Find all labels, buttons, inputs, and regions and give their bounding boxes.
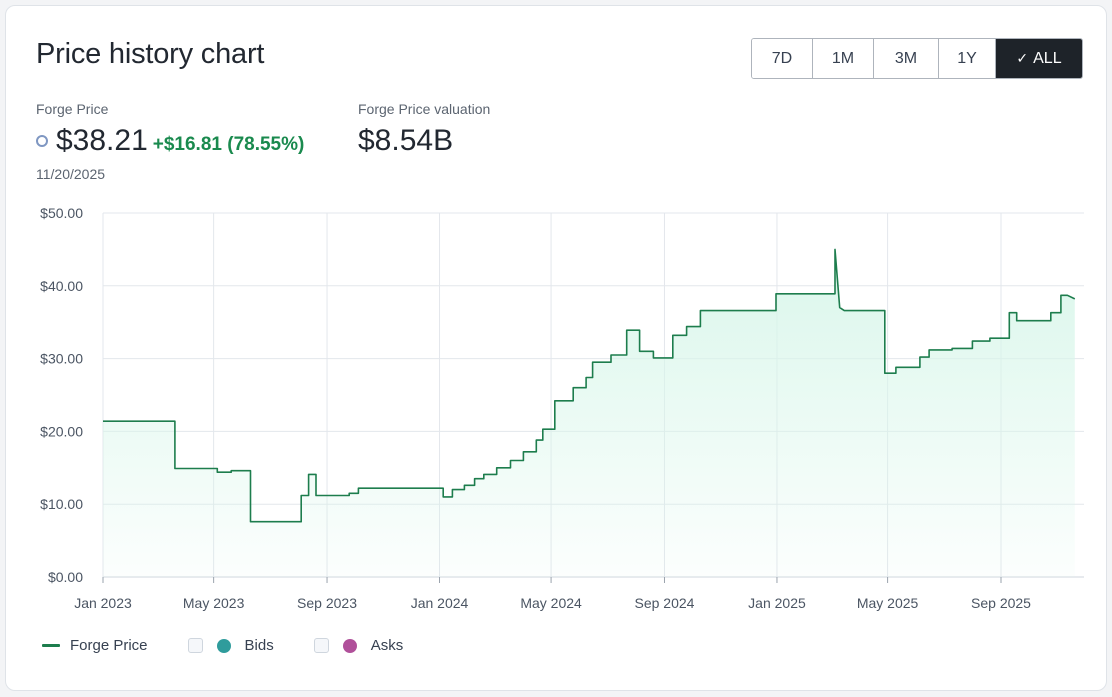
y-tick-label: $0.00 — [48, 569, 83, 585]
x-tick-label: Sep 2024 — [635, 595, 695, 611]
range-all-button[interactable]: ✓ ALL — [996, 39, 1082, 78]
price-marker-icon — [36, 135, 48, 147]
range-all-label: ALL — [1033, 50, 1062, 67]
range-1y-button[interactable]: 1Y — [939, 39, 996, 78]
x-tick-label: May 2023 — [183, 595, 245, 611]
check-icon: ✓ — [1016, 50, 1029, 66]
price-date: 11/20/2025 — [36, 166, 106, 182]
line-swatch-icon — [42, 644, 60, 647]
x-tick-label: Jan 2023 — [74, 595, 132, 611]
x-tick-label: Jan 2024 — [411, 595, 469, 611]
asks-checkbox[interactable] — [313, 638, 329, 653]
range-1m-button[interactable]: 1M — [813, 39, 874, 78]
series-line-forge-price — [103, 248, 1076, 523]
x-tick-label: Jan 2025 — [748, 595, 806, 611]
y-tick-label: $20.00 — [40, 423, 83, 439]
x-tick-label: Sep 2023 — [297, 595, 357, 611]
series-area — [103, 249, 1075, 577]
y-tick-label: $50.00 — [40, 205, 83, 221]
range-3m-button[interactable]: 3M — [874, 39, 939, 78]
chart-title: Price history chart — [36, 38, 265, 70]
legend-item-asks[interactable]: Asks — [313, 637, 404, 654]
y-tick-label: $30.00 — [40, 351, 83, 367]
bids-dot-icon — [216, 638, 231, 653]
legend-label-forge-price: Forge Price — [70, 637, 148, 654]
y-tick-label: $10.00 — [40, 496, 83, 512]
price-label: Forge Price — [36, 101, 109, 117]
price-chart: $0.00 $10.00 $20.00 $30.00 $40.00 $50.00 Jan 2… — [40, 205, 1084, 611]
legend-label-bids: Bids — [244, 637, 274, 654]
asks-dot-icon — [342, 638, 357, 653]
legend-item-forge-price[interactable]: Forge Price — [42, 637, 148, 654]
price-row: $38.21 +$16.81 (78.55%) — [36, 124, 304, 158]
y-tick-label: $40.00 — [40, 278, 83, 294]
valuation-value: $8.54B — [358, 124, 454, 157]
chart-legend: Forge Price Bids Asks — [42, 637, 443, 654]
price-history-card: Price history chart 7D 1M 3M 1Y ✓ ALL For… — [5, 5, 1107, 691]
x-tick-label: May 2025 — [857, 595, 919, 611]
legend-item-bids[interactable]: Bids — [187, 637, 274, 654]
price-change: +$16.81 (78.55%) — [152, 134, 305, 155]
bids-checkbox[interactable] — [187, 638, 203, 653]
x-tick-label: Sep 2025 — [971, 595, 1031, 611]
range-selector: 7D 1M 3M 1Y ✓ ALL — [751, 38, 1083, 79]
range-7d-button[interactable]: 7D — [752, 39, 813, 78]
x-tick-label: May 2024 — [520, 595, 582, 611]
valuation-label: Forge Price valuation — [358, 101, 491, 117]
price-value: $38.21 — [56, 124, 148, 157]
legend-label-asks: Asks — [370, 637, 404, 654]
